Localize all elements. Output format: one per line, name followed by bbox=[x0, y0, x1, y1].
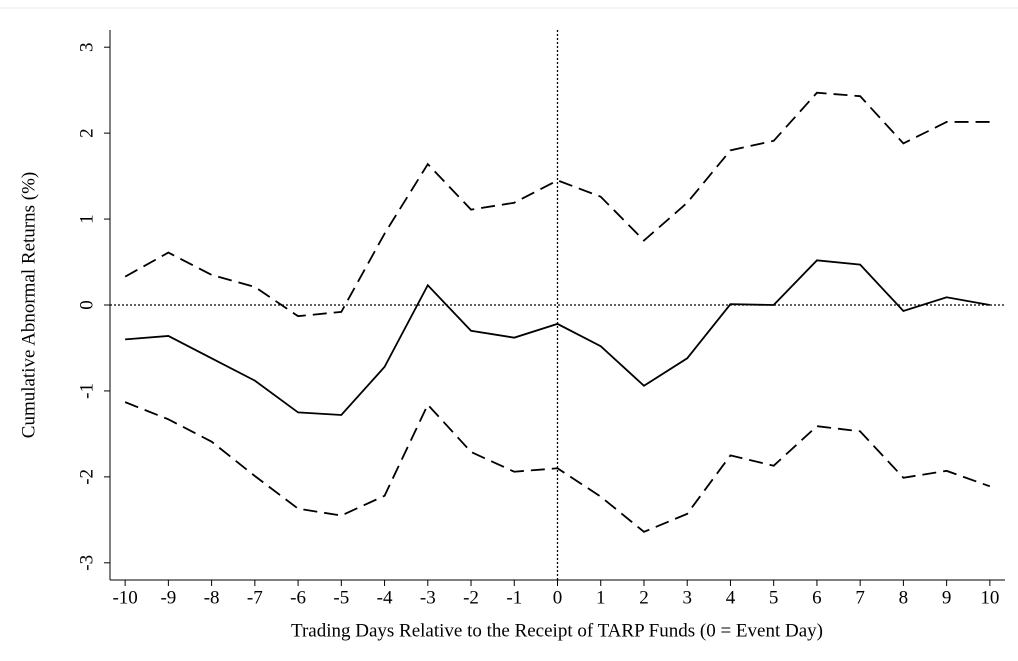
x-tick-label: 10 bbox=[980, 587, 999, 608]
x-tick-label: -6 bbox=[290, 587, 306, 608]
x-tick-label: 7 bbox=[855, 587, 865, 608]
x-tick-label: -1 bbox=[506, 587, 522, 608]
x-tick-label: 4 bbox=[726, 587, 736, 608]
x-tick-label: -4 bbox=[377, 587, 393, 608]
band-line bbox=[124, 91, 990, 318]
y-tick-label: 3 bbox=[76, 42, 97, 52]
x-axis-label: Trading Days Relative to the Receipt of … bbox=[291, 620, 823, 641]
x-tick-label: -9 bbox=[160, 587, 176, 608]
x-tick-label: -8 bbox=[204, 587, 220, 608]
x-tick-label: -2 bbox=[463, 587, 479, 608]
x-tick-label: -7 bbox=[247, 587, 263, 608]
x-tick-label: 6 bbox=[812, 587, 822, 608]
x-tick-label: 1 bbox=[596, 587, 606, 608]
mean-line bbox=[125, 259, 991, 416]
x-tick-label: 3 bbox=[682, 587, 692, 608]
x-tick-label: -10 bbox=[112, 587, 137, 608]
y-tick-label: -3 bbox=[76, 555, 97, 571]
y-tick-label: 2 bbox=[76, 128, 97, 138]
x-tick-label: 0 bbox=[553, 587, 563, 608]
x-tick-label: -5 bbox=[333, 587, 349, 608]
x-tick-label: 8 bbox=[899, 587, 909, 608]
y-axis-label: Cumulative Abnormal Returns (%) bbox=[18, 172, 39, 438]
x-tick-label: -3 bbox=[420, 587, 436, 608]
x-tick-label: 2 bbox=[639, 587, 649, 608]
x-tick-label: 9 bbox=[942, 587, 952, 608]
x-tick-label: 5 bbox=[769, 587, 779, 608]
y-tick-label: 0 bbox=[76, 300, 97, 310]
band-line bbox=[124, 401, 991, 533]
y-tick-label: -1 bbox=[76, 383, 97, 399]
y-tick-label: -2 bbox=[76, 469, 97, 485]
y-tick-label: 1 bbox=[76, 214, 97, 224]
